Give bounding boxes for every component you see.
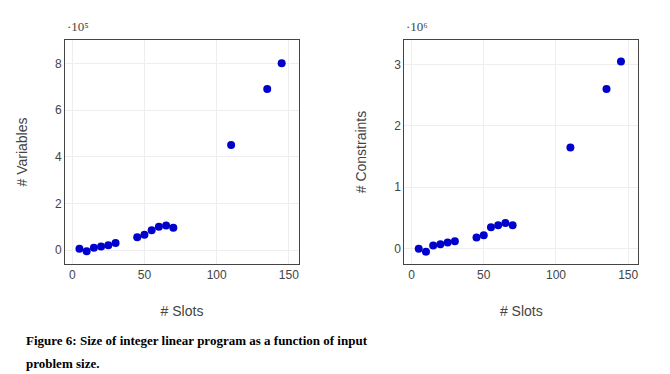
svg-text:·10⁵: ·10⁵ bbox=[67, 19, 89, 34]
svg-text:6: 6 bbox=[55, 103, 62, 117]
svg-text:8: 8 bbox=[55, 57, 62, 71]
svg-text:50: 50 bbox=[477, 268, 491, 282]
svg-text:0: 0 bbox=[69, 268, 76, 282]
svg-text:2: 2 bbox=[394, 119, 401, 133]
svg-text:# Constraints: # Constraints bbox=[353, 111, 369, 193]
svg-text:3: 3 bbox=[394, 58, 401, 72]
svg-text:1: 1 bbox=[394, 180, 401, 194]
svg-text:100: 100 bbox=[546, 268, 566, 282]
svg-text:·10⁶: ·10⁶ bbox=[406, 19, 428, 34]
svg-text:Figure 6: Size of integer line: Figure 6: Size of integer linear program… bbox=[26, 333, 368, 348]
svg-text:problem size.: problem size. bbox=[26, 356, 99, 371]
svg-text:0: 0 bbox=[394, 242, 401, 256]
svg-text:4: 4 bbox=[55, 150, 62, 164]
svg-text:0: 0 bbox=[55, 243, 62, 257]
svg-text:0: 0 bbox=[408, 268, 415, 282]
svg-text:50: 50 bbox=[138, 268, 152, 282]
svg-text:# Variables: # Variables bbox=[14, 117, 30, 186]
svg-text:150: 150 bbox=[279, 268, 299, 282]
svg-text:# Slots: # Slots bbox=[500, 303, 543, 319]
svg-text:100: 100 bbox=[207, 268, 227, 282]
svg-text:2: 2 bbox=[55, 197, 62, 211]
svg-text:150: 150 bbox=[618, 268, 638, 282]
svg-text:# Slots: # Slots bbox=[161, 303, 204, 319]
